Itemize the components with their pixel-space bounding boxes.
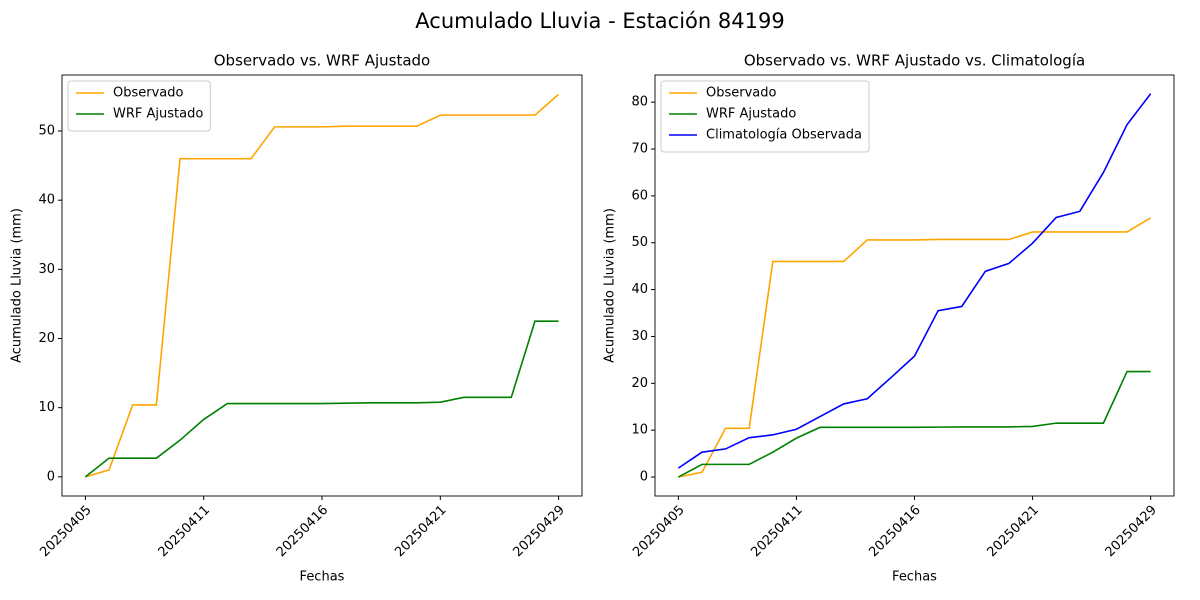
chart-title: Observado vs. WRF Ajustado vs. Climatolo… — [744, 52, 1085, 70]
y-tick-label: 20 — [631, 376, 648, 391]
y-tick-label: 0 — [640, 470, 648, 485]
x-tick-label: 20250411 — [748, 503, 805, 560]
y-tick-label: 80 — [631, 95, 648, 110]
y-tick-label: 60 — [631, 188, 648, 203]
x-tick-label: 20250429 — [511, 503, 568, 560]
data-line — [678, 217, 1152, 478]
chart-title: Observado vs. WRF Ajustado — [214, 52, 430, 70]
x-tick-label: 20250416 — [866, 503, 923, 560]
legend: Observado WRF Ajustado — [67, 80, 211, 132]
y-tick-label: 40 — [631, 282, 648, 297]
x-axis-label: Fechas — [892, 570, 937, 585]
x-axis-label: Fechas — [300, 570, 345, 585]
y-tick-label: 40 — [38, 193, 55, 208]
data-line — [85, 93, 560, 478]
x-tick-label: 20250405 — [630, 503, 687, 560]
y-tick-label: 20 — [38, 331, 55, 346]
legend-box — [660, 80, 870, 153]
x-tick-label: 20250411 — [156, 503, 213, 560]
x-tick-label: 20250416 — [274, 503, 331, 560]
legend-label: Climatología Observada — [706, 128, 862, 143]
axes-frame — [654, 74, 1175, 497]
x-tick-label: 20250421 — [984, 503, 1041, 560]
legend: Observado WRF Ajustado Climatología Observ… — [660, 80, 870, 153]
y-tick-label: 10 — [38, 400, 55, 415]
legend-label: WRF Ajustado — [113, 107, 203, 122]
x-tick-label: 20250429 — [1103, 503, 1160, 560]
data-line — [84, 320, 559, 478]
legend-label: WRF Ajustado — [706, 107, 796, 122]
y-axis-label: Acumulado Lluvia (mm) — [603, 208, 618, 363]
legend-label: Observado — [113, 86, 184, 101]
y-tick-label: 50 — [631, 235, 648, 250]
data-line — [677, 93, 1152, 469]
x-tick-label: 20250405 — [37, 503, 94, 560]
y-axis-label: Acumulado Lluvia (mm) — [10, 208, 25, 363]
y-tick-label: 0 — [47, 469, 55, 484]
x-tick-label: 20250421 — [392, 503, 449, 560]
y-tick-label: 10 — [631, 423, 648, 438]
data-line — [677, 370, 1151, 478]
y-tick-label: 30 — [631, 329, 648, 344]
y-tick-label: 70 — [631, 142, 648, 157]
axes-frame — [61, 74, 583, 497]
y-tick-label: 30 — [38, 262, 55, 277]
figure-title: Acumulado Lluvia - Estación 84199 — [415, 9, 784, 33]
legend-label: Observado — [706, 86, 777, 101]
y-tick-label: 50 — [38, 124, 55, 139]
